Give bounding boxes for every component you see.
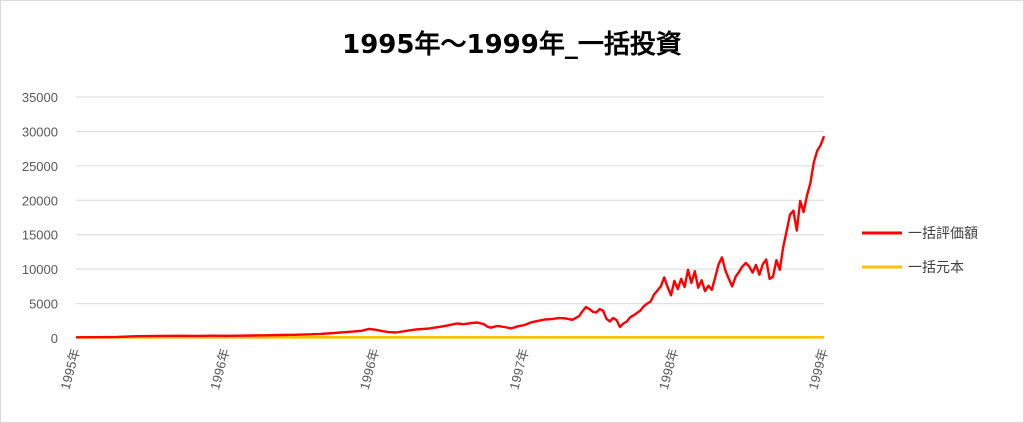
x-axis-ticks: 1995年 1996年 1996年 1997年 1998年 1999年: [58, 347, 831, 391]
grid-lines: [76, 96, 824, 339]
y-tick-label: 30000: [22, 124, 58, 139]
y-tick-label: 5000: [29, 297, 58, 312]
x-tick-label: 1998年: [656, 347, 681, 391]
x-tick-label: 1995年: [58, 347, 83, 391]
series-line-valuation: [75, 135, 826, 339]
chart-title: 1995年～1999年_一括投資: [342, 30, 682, 60]
y-axis-ticks: 0 5000 10000 15000 20000 25000 30000 35000: [22, 90, 58, 346]
x-tick-label: 1997年: [506, 347, 531, 391]
y-tick-label: 10000: [22, 262, 58, 277]
x-tick-label: 1996年: [357, 347, 382, 391]
legend-label: 一括評価額: [908, 226, 978, 242]
x-tick-label: 1999年: [806, 347, 831, 391]
y-tick-label: 0: [51, 331, 58, 346]
x-tick-label: 1996年: [207, 347, 232, 391]
y-tick-label: 20000: [22, 193, 58, 208]
y-tick-label: 15000: [22, 228, 58, 243]
series-lines: [75, 135, 826, 339]
y-tick-label: 35000: [22, 90, 58, 105]
legend-label: 一括元本: [908, 260, 964, 276]
y-tick-label: 25000: [22, 159, 58, 174]
